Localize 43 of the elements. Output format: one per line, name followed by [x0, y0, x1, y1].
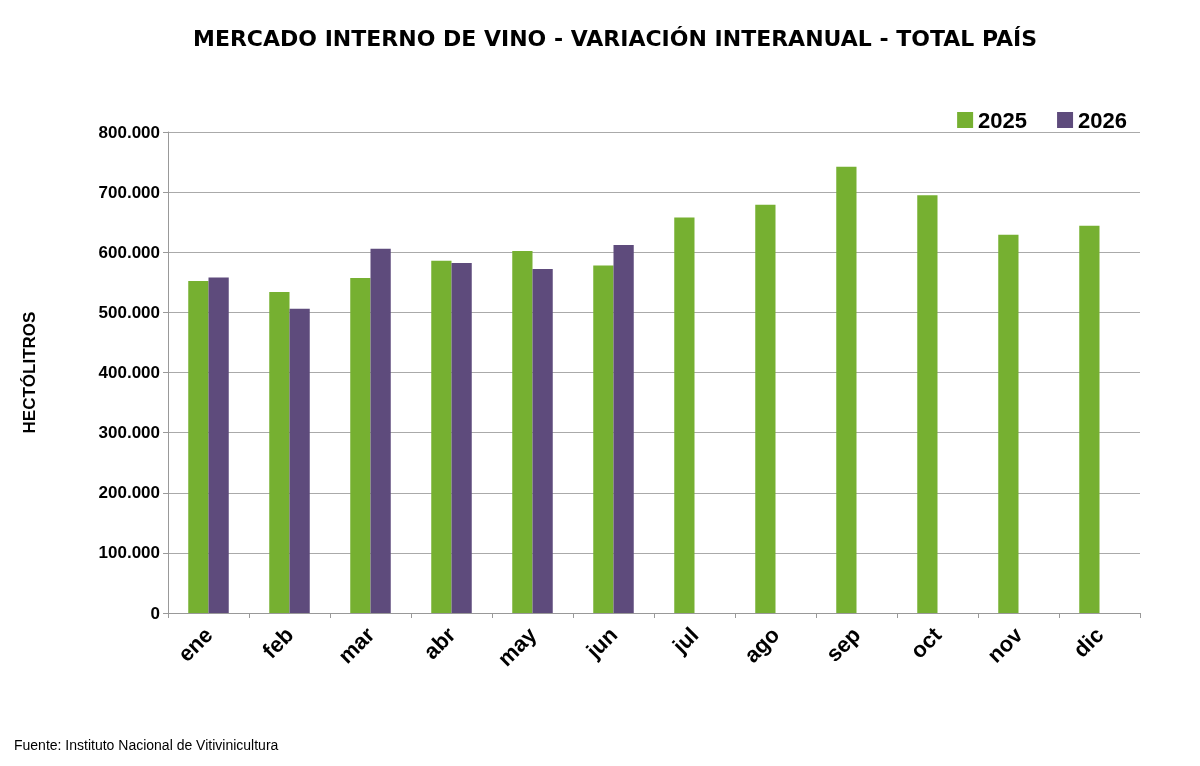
legend-label: 2026: [1078, 107, 1128, 133]
bar: [269, 291, 290, 613]
x-tick-label: nov: [982, 621, 1028, 668]
bar: [613, 245, 634, 613]
y-tick-label: 400.000: [98, 363, 160, 382]
x-tick-label: abr: [418, 621, 461, 665]
legend-label: 2025: [978, 107, 1028, 133]
bar: [532, 269, 553, 613]
bar: [836, 166, 857, 613]
y-tick-label: 0: [150, 603, 160, 623]
y-tick-label: 200.000: [98, 483, 160, 503]
x-tick-label: jun: [580, 622, 623, 664]
bar: [208, 277, 229, 613]
bar: [512, 251, 533, 613]
bar: [451, 263, 472, 613]
y-tick-label: 800.000: [98, 122, 160, 142]
bar: [1079, 225, 1100, 613]
y-tick-label: 100.000: [98, 543, 160, 563]
bar: [755, 204, 776, 613]
y-axis-title: HECTÓLITROS: [20, 311, 39, 434]
x-tick-label: mar: [333, 621, 380, 669]
bar: [370, 248, 391, 613]
y-tick-label: 300.000: [98, 423, 160, 443]
chart-title: MERCADO INTERNO DE VINO - VARIACIÓN INTERANUAL - TOTAL PAÍS: [193, 25, 1038, 51]
bar: [674, 217, 695, 613]
bar: [431, 260, 452, 613]
bar: [350, 278, 371, 613]
x-tick-label: dic: [1068, 622, 1109, 663]
x-tick-label: jul: [666, 622, 704, 659]
y-tick-label: 700.000: [98, 182, 160, 202]
source-note: Fuente: Instituto Nacional de Vitivinicultura: [14, 737, 279, 753]
bar: [188, 281, 209, 613]
x-tick-label: sep: [820, 622, 866, 667]
y-tick-label: 500.000: [98, 302, 160, 322]
bar: [917, 195, 938, 613]
bar: [998, 234, 1019, 613]
x-tick-label: feb: [257, 622, 299, 664]
bar: [289, 308, 310, 613]
x-tick-label: ene: [172, 622, 218, 667]
y-tick-label: 600.000: [98, 242, 160, 262]
bar: [593, 265, 614, 613]
x-tick-label: ago: [739, 622, 785, 668]
x-tick-label: oct: [905, 621, 947, 664]
